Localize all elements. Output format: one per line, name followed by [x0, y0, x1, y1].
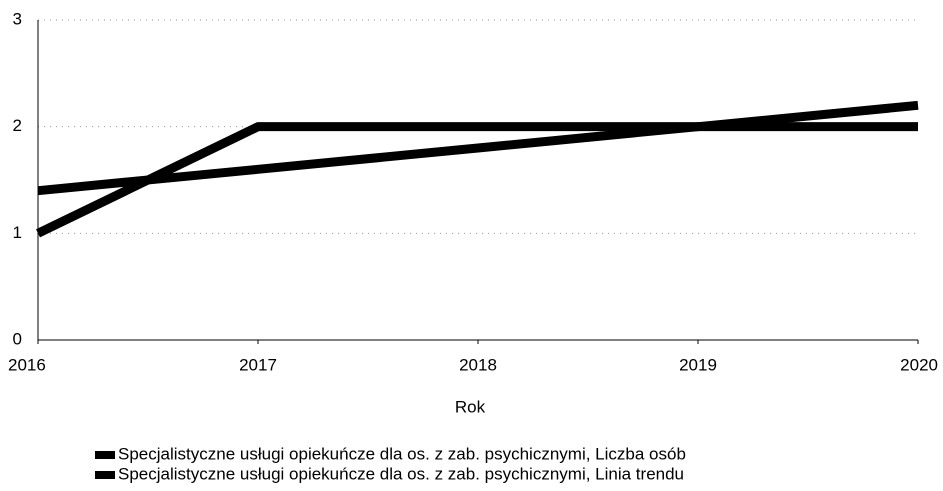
x-axis-label: Rok	[455, 397, 486, 416]
legend-label: Specjalistyczne usługi opiekuńcze dla os…	[118, 464, 684, 483]
x-tick-label: 2017	[239, 355, 277, 374]
legend-swatch	[95, 471, 115, 479]
y-tick-label: 2	[13, 116, 22, 135]
x-tick-label: 2020	[900, 355, 938, 374]
y-tick-label: 0	[13, 329, 22, 348]
legend-swatch	[95, 451, 115, 459]
y-tick-label: 1	[13, 223, 22, 242]
x-tick-label: 2016	[8, 355, 46, 374]
series-line	[36, 122, 918, 238]
x-tick-label: 2018	[459, 355, 497, 374]
y-tick-label: 3	[13, 9, 22, 28]
series-line	[37, 100, 919, 196]
legend-label: Specjalistyczne usługi opiekuńcze dla os…	[118, 444, 686, 463]
x-tick-label: 2019	[679, 355, 717, 374]
